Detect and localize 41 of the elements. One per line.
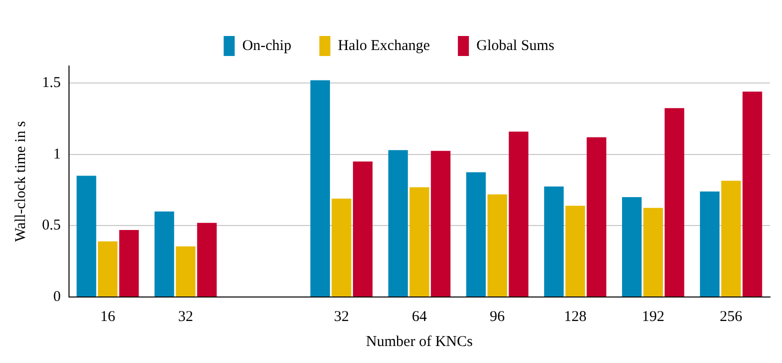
- bar: [197, 222, 217, 296]
- y-tick-label: 0: [53, 288, 61, 305]
- bar: [466, 172, 486, 296]
- bar: [388, 150, 408, 296]
- bar: [119, 230, 139, 296]
- y-tick-label: 0.5: [42, 218, 61, 234]
- bar: [508, 132, 528, 296]
- x-tick-label: 64: [412, 308, 428, 325]
- x-tick-label: 32: [334, 308, 349, 325]
- y-axis-title: Wall-clock time in s: [12, 120, 29, 242]
- bar: [487, 194, 508, 296]
- x-axis-title: Number of KNCs: [366, 334, 473, 350]
- bar: [586, 137, 606, 296]
- bar: [622, 197, 642, 296]
- bar: [98, 241, 118, 296]
- bar: [544, 186, 564, 296]
- bar: [332, 198, 352, 296]
- legend-label: Global Sums: [476, 38, 554, 54]
- bar: [430, 150, 450, 296]
- bar: [643, 208, 663, 296]
- x-tick-label: 256: [720, 308, 743, 325]
- legend-label: On-chip: [242, 38, 292, 54]
- bar: [352, 162, 373, 296]
- bar: [76, 176, 96, 296]
- y-tick-label: 1.5: [42, 75, 61, 92]
- bar: [721, 180, 741, 296]
- bar: [310, 80, 330, 296]
- legend-label: Halo Exchange: [338, 38, 430, 54]
- x-tick-label: 192: [642, 308, 664, 325]
- bar: [154, 211, 174, 296]
- bar: [565, 206, 586, 296]
- bar: [742, 92, 762, 296]
- x-tick-label: 96: [490, 308, 506, 325]
- bar: [664, 108, 684, 296]
- x-tick-label: 128: [564, 308, 586, 325]
- bar: [700, 191, 720, 296]
- x-tick-label: 16: [100, 308, 116, 325]
- bar: [176, 246, 196, 296]
- y-tick-label: 1: [53, 146, 61, 162]
- bar: [410, 187, 430, 296]
- x-tick-label: 32: [178, 308, 194, 325]
